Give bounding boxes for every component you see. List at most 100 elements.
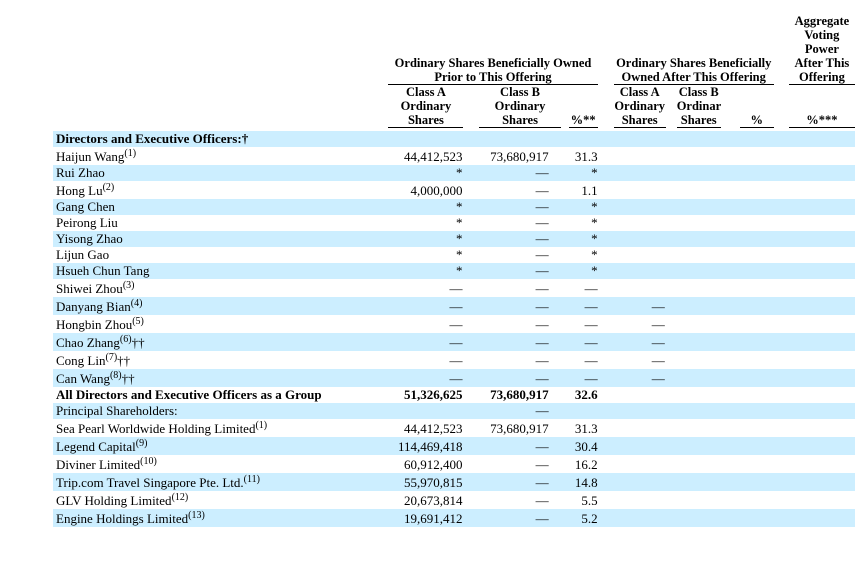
cell-gutter [666, 315, 677, 333]
cell-gutter [774, 181, 789, 199]
cell-value [789, 279, 855, 297]
cell-value [614, 147, 666, 165]
cell-value [614, 165, 666, 181]
cell-gutter [666, 387, 677, 403]
cell-value: — [535, 215, 549, 230]
header-gutter [666, 85, 677, 128]
cell-gutter [721, 437, 740, 455]
cell-gutter [721, 263, 740, 279]
cell-value [614, 437, 666, 455]
cell-gutter [721, 131, 740, 147]
cell-value: * [455, 263, 463, 278]
cell-gutter [666, 199, 677, 215]
table-row: Cong Lin(7)†† — — — — [53, 351, 855, 369]
cell-gutter [463, 333, 479, 351]
table-row: Peirong Liu * — * [53, 215, 855, 231]
cell-value: — [449, 299, 463, 314]
cell-value [789, 247, 855, 263]
row-label: Hsueh Chun Tang [56, 263, 150, 278]
cell-value: 44,412,523 [403, 149, 463, 164]
cell-gutter [666, 369, 677, 387]
cell-gutter [598, 147, 614, 165]
cell-value [789, 333, 855, 351]
cell-value [740, 473, 774, 491]
row-label: Rui Zhao [56, 165, 105, 180]
row-label: Shiwei Zhou(3) [56, 280, 135, 296]
cell-value: * [455, 231, 463, 246]
cell-value [740, 247, 774, 263]
cell-gutter [561, 199, 569, 215]
cell-value [740, 215, 774, 231]
cell-gutter [598, 437, 614, 455]
cell-value: 14.8 [574, 475, 598, 490]
cell-value [677, 263, 721, 279]
cell-gutter [774, 491, 789, 509]
cell-value: — [651, 371, 665, 386]
cell-value: — [651, 299, 665, 314]
ownership-table-body: Directors and Executive Officers:† Haijun… [53, 131, 855, 527]
cell-gutter [561, 473, 569, 491]
cell-gutter [774, 351, 789, 369]
cell-gutter [721, 387, 740, 403]
table-row: Haijun Wang(1) 44,412,523 73,680,917 31.3 [53, 147, 855, 165]
cell-value [677, 147, 721, 165]
cell-gutter [721, 181, 740, 199]
cell-gutter [561, 247, 569, 263]
cell-gutter [721, 147, 740, 165]
cell-gutter [721, 351, 740, 369]
cell-gutter [463, 165, 479, 181]
row-label: GLV Holding Limited(12) [56, 492, 189, 508]
cell-gutter [666, 181, 677, 199]
cell-gutter [721, 215, 740, 231]
cell-value [740, 419, 774, 437]
cell-value: — [535, 281, 549, 296]
cell-value [614, 387, 666, 403]
footnote-reference: (6) [119, 334, 132, 345]
row-label: Directors and Executive Officers:† [56, 131, 249, 146]
cell-value: * [591, 263, 598, 278]
footnote-reference: (11) [243, 474, 260, 485]
cell-gutter [598, 231, 614, 247]
col-header-class-a-after: Class A Ordinary Shares [613, 84, 666, 128]
cell-value: — [535, 165, 549, 180]
cell-value: — [535, 317, 549, 332]
cell-gutter [721, 419, 740, 437]
footnote-reference: (3) [122, 280, 135, 291]
cell-gutter [774, 333, 789, 351]
cell-value: * [455, 247, 463, 262]
cell-value [677, 369, 721, 387]
cell-gutter [721, 509, 740, 527]
cell-gutter [666, 279, 677, 297]
col-header-percent-prior: %** [568, 84, 598, 128]
cell-value: — [584, 335, 598, 350]
row-label: Danyang Bian(4) [56, 298, 143, 314]
cell-value: — [535, 493, 549, 508]
cell-value [388, 403, 463, 419]
cell-gutter [721, 403, 740, 419]
cell-value: — [535, 335, 549, 350]
cell-gutter [463, 231, 479, 247]
cell-value: * [591, 165, 598, 180]
cell-value [740, 147, 774, 165]
row-label: Lijun Gao [56, 247, 110, 262]
cell-value [614, 181, 666, 199]
cell-gutter [666, 437, 677, 455]
cell-value: 73,680,917 [490, 421, 549, 436]
group-header-voting-power: Aggregate Voting Power After This Offeri… [788, 0, 855, 85]
cell-gutter [774, 131, 789, 147]
cell-gutter [598, 403, 614, 419]
cell-gutter [463, 437, 479, 455]
table-row: Hong Lu(2) 4,000,000 — 1.1 [53, 181, 855, 199]
cell-value [569, 403, 598, 419]
cell-gutter [561, 491, 569, 509]
cell-value [740, 455, 774, 473]
header-gutter [598, 85, 614, 128]
col-header-class-a-prior: Class A Ordinary Shares [388, 84, 464, 128]
cell-value: 114,469,418 [397, 439, 463, 454]
col-header-percent-voting: %*** [788, 84, 855, 128]
cell-value: — [449, 335, 463, 350]
header-gutter [774, 0, 789, 85]
cell-value: 30.4 [574, 439, 598, 454]
cell-value [740, 387, 774, 403]
